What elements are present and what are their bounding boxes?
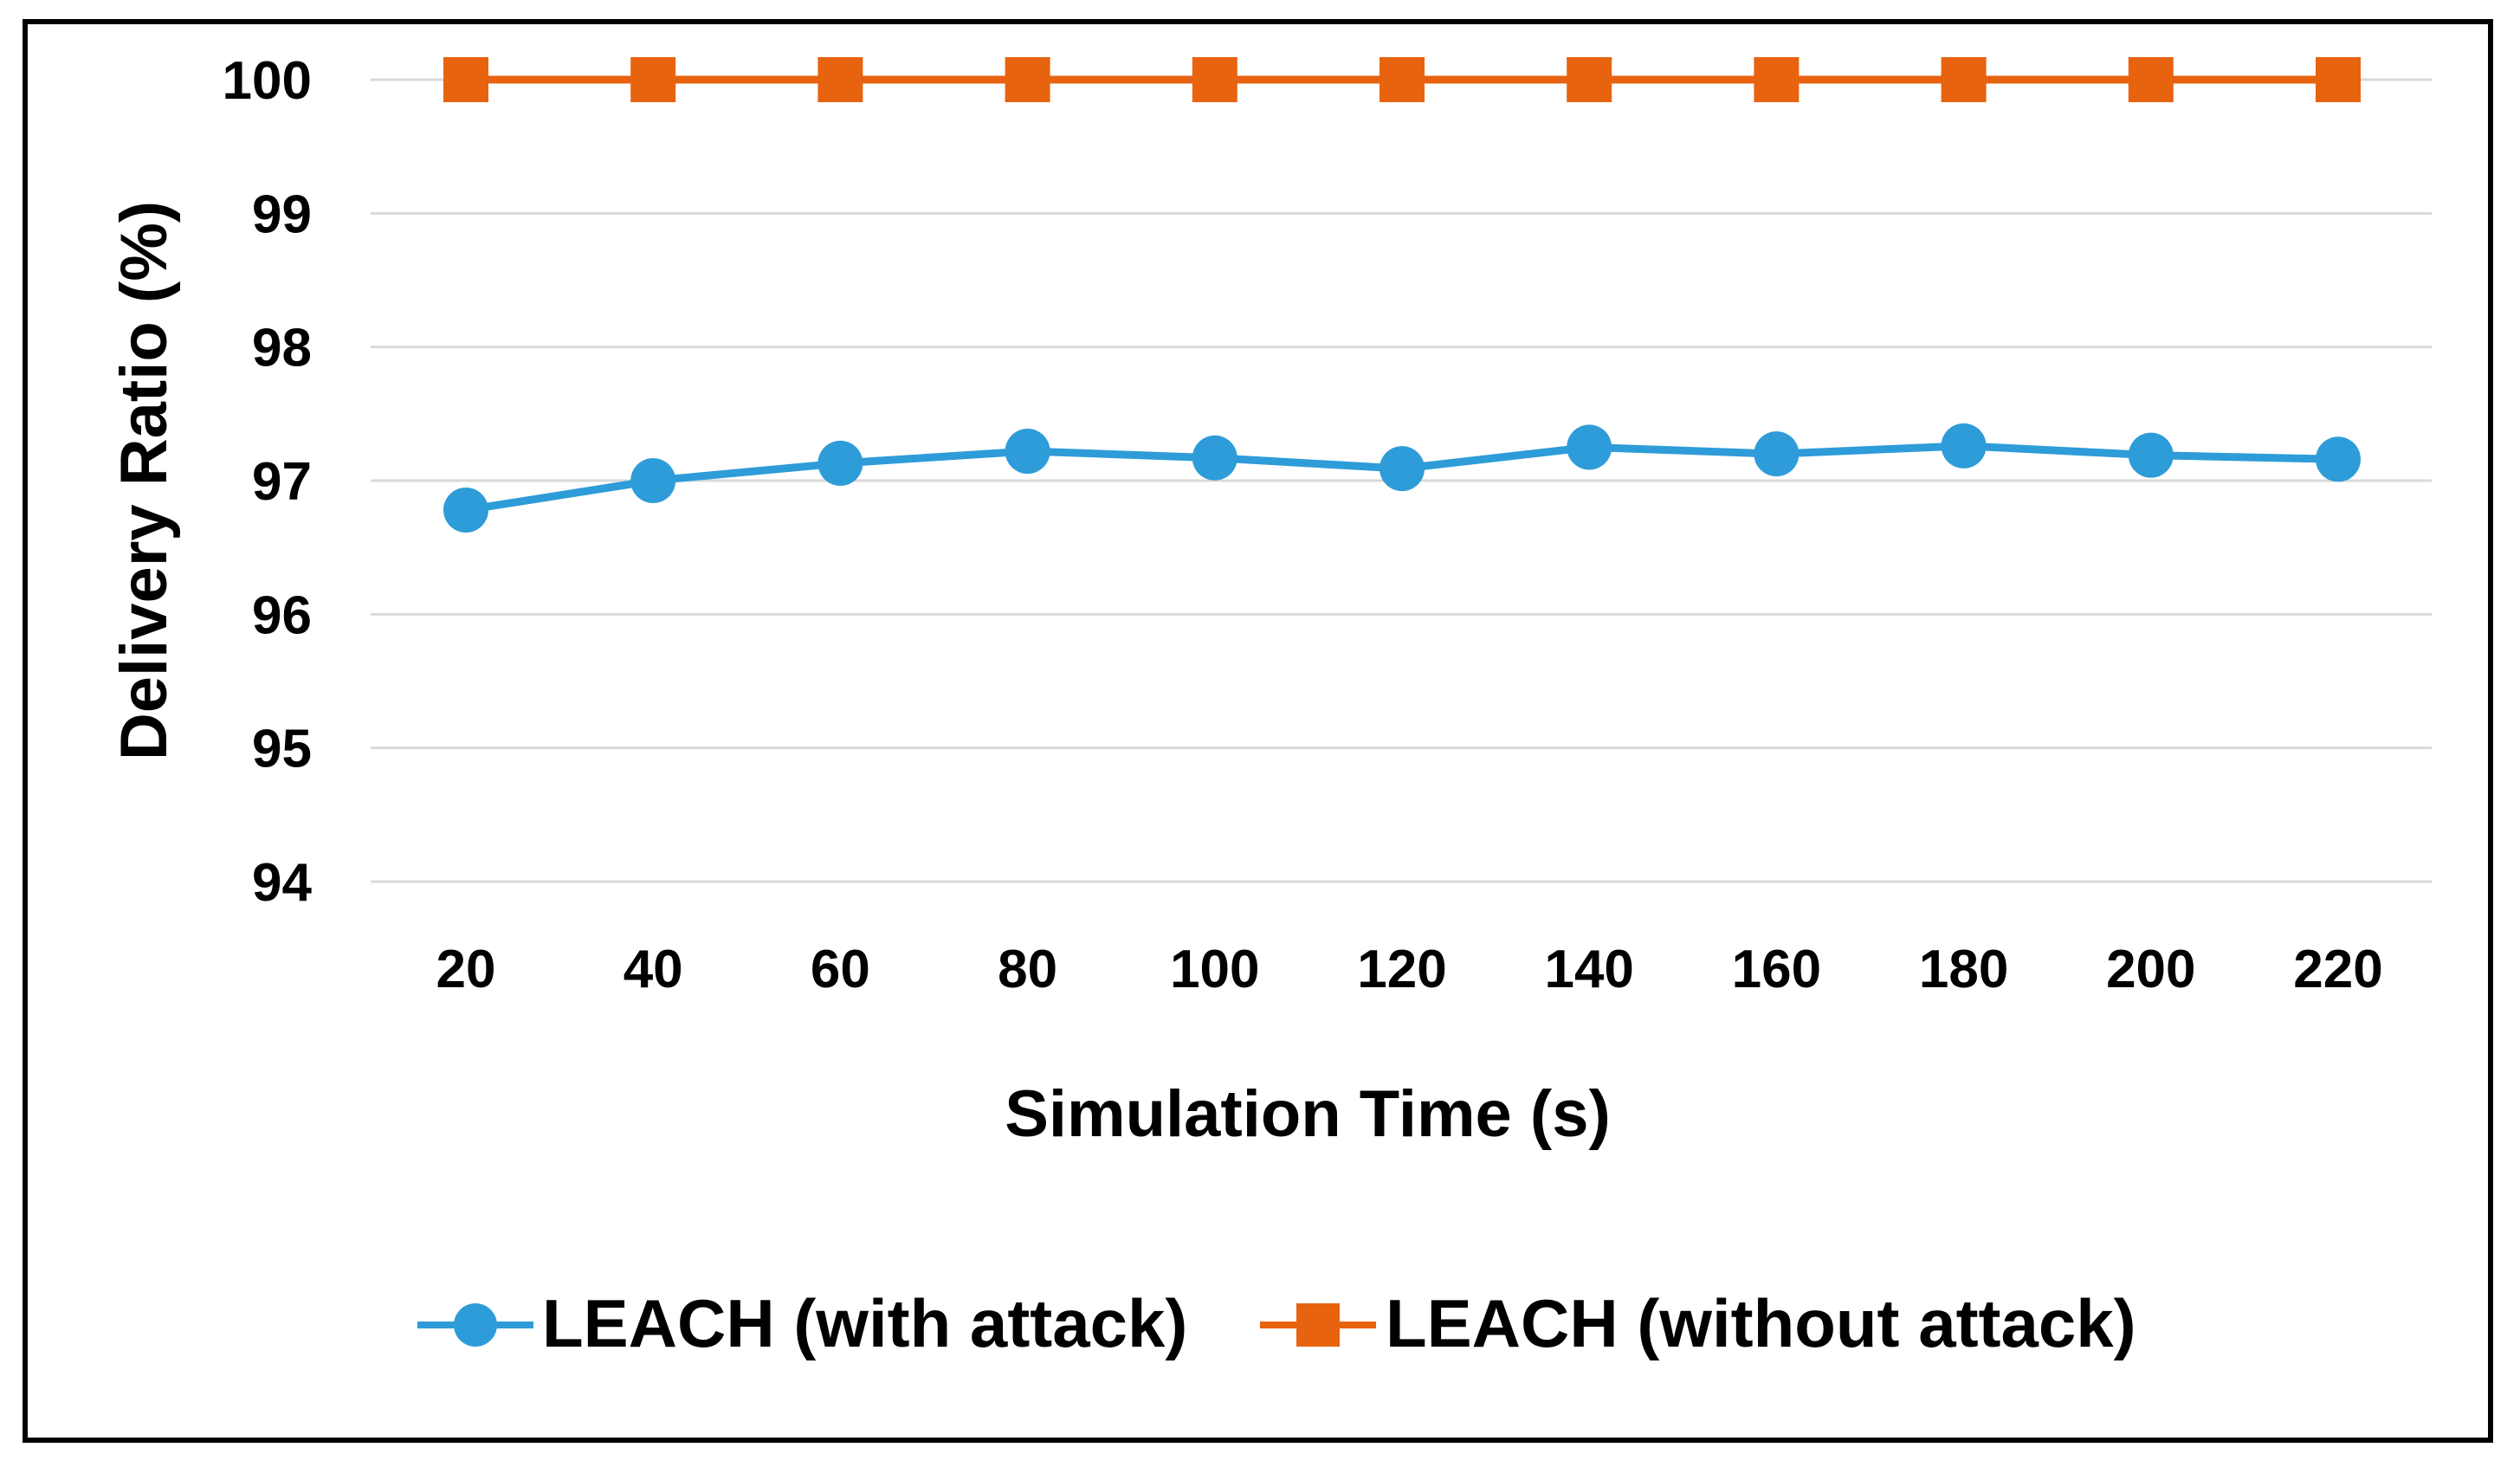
data-point-without-attack-20 xyxy=(443,57,488,102)
data-point-with-attack-120 xyxy=(1380,446,1425,492)
y-tick-label-94: 94 xyxy=(252,853,312,913)
x-tick-label-140: 140 xyxy=(1544,940,1633,999)
data-series xyxy=(443,57,2361,533)
data-point-with-attack-200 xyxy=(2128,432,2174,478)
chart-frame xyxy=(23,19,2493,1443)
x-tick-label-120: 120 xyxy=(1357,940,1446,999)
legend-swatch-marker-without-attack xyxy=(1296,1303,1340,1347)
legend-label-with-attack: LEACH (with attack) xyxy=(542,1285,1187,1361)
y-tick-label-98: 98 xyxy=(252,319,312,378)
x-tick-label-80: 80 xyxy=(998,940,1057,999)
series-with-attack xyxy=(443,423,2361,533)
y-axis-title: Delivery Ratio (%) xyxy=(107,201,181,760)
data-point-without-attack-220 xyxy=(2316,57,2361,102)
data-point-with-attack-80 xyxy=(1005,429,1050,475)
data-point-with-attack-180 xyxy=(1941,423,1987,469)
data-point-without-attack-200 xyxy=(2128,57,2174,102)
x-tick-label-160: 160 xyxy=(1732,940,1821,999)
data-point-without-attack-180 xyxy=(1941,57,1987,102)
data-point-without-attack-80 xyxy=(1005,57,1050,102)
data-point-with-attack-40 xyxy=(630,458,676,503)
y-tick-label-96: 96 xyxy=(252,585,312,645)
legend-label-without-attack: LEACH (without attack) xyxy=(1386,1285,2136,1361)
x-tick-label-220: 220 xyxy=(2293,940,2382,999)
data-point-without-attack-160 xyxy=(1754,57,1800,102)
x-tick-label-40: 40 xyxy=(624,940,683,999)
y-tick-label-97: 97 xyxy=(252,452,312,512)
y-axis-tick-labels: 94 95 96 97 98 99 100 xyxy=(223,51,313,913)
data-point-with-attack-60 xyxy=(817,440,863,486)
legend-swatch-marker-with-attack xyxy=(454,1303,497,1347)
y-tick-label-95: 95 xyxy=(252,720,312,779)
y-tick-label-99: 99 xyxy=(252,184,312,244)
data-point-without-attack-40 xyxy=(630,57,676,102)
x-axis-tick-labels: 20 40 60 80 100 120 140 160 180 200 220 xyxy=(436,940,2383,999)
x-tick-label-60: 60 xyxy=(811,940,870,999)
legend-item-without-attack: LEACH (without attack) xyxy=(1260,1285,2136,1361)
x-tick-label-200: 200 xyxy=(2106,940,2195,999)
x-tick-label-180: 180 xyxy=(1919,940,2008,999)
data-point-with-attack-20 xyxy=(443,487,488,533)
series-without-attack xyxy=(443,57,2361,102)
x-axis-title: Simulation Time (s) xyxy=(1005,1077,1611,1151)
x-tick-label-20: 20 xyxy=(436,940,496,999)
legend: LEACH (with attack) LEACH (without attac… xyxy=(417,1285,2136,1361)
data-point-with-attack-140 xyxy=(1567,424,1612,470)
data-point-without-attack-100 xyxy=(1192,57,1237,102)
x-tick-label-100: 100 xyxy=(1170,940,1259,999)
y-tick-label-100: 100 xyxy=(223,51,312,111)
data-point-with-attack-220 xyxy=(2316,436,2361,482)
data-point-with-attack-160 xyxy=(1754,431,1800,477)
data-point-with-attack-100 xyxy=(1192,435,1237,481)
data-point-without-attack-60 xyxy=(817,57,863,102)
legend-item-with-attack: LEACH (with attack) xyxy=(417,1285,1187,1361)
data-point-without-attack-120 xyxy=(1380,57,1425,102)
data-point-without-attack-140 xyxy=(1567,57,1612,102)
